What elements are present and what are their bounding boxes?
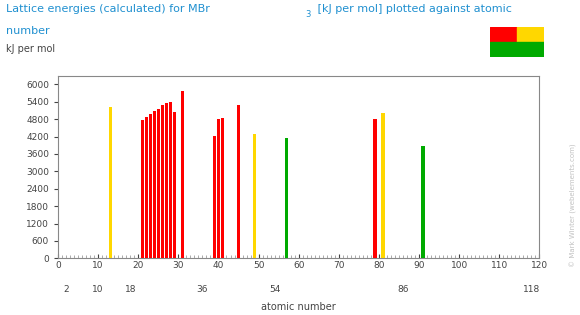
Text: 118: 118: [523, 285, 540, 294]
Bar: [153, 111, 156, 258]
Bar: [169, 102, 172, 258]
Bar: [381, 113, 385, 258]
Text: number: number: [6, 26, 49, 36]
Bar: [517, 27, 544, 42]
Bar: [213, 136, 216, 258]
Bar: [157, 109, 160, 258]
Bar: [422, 146, 425, 258]
Bar: [490, 42, 544, 57]
Text: 3: 3: [305, 10, 310, 19]
Text: kJ per mol: kJ per mol: [6, 43, 55, 54]
Text: Lattice energies (calculated) for MBr: Lattice energies (calculated) for MBr: [6, 4, 210, 14]
Bar: [161, 105, 164, 258]
Bar: [217, 119, 220, 258]
Text: atomic number: atomic number: [262, 302, 336, 312]
Bar: [181, 91, 184, 258]
Bar: [165, 103, 168, 258]
Text: 36: 36: [197, 285, 208, 294]
Bar: [374, 119, 376, 258]
Text: [kJ per mol] plotted against atomic: [kJ per mol] plotted against atomic: [314, 4, 512, 14]
Text: 54: 54: [269, 285, 280, 294]
Bar: [173, 112, 176, 258]
Bar: [285, 138, 288, 258]
Bar: [253, 134, 256, 258]
Bar: [490, 27, 517, 42]
Bar: [140, 120, 144, 258]
Text: 10: 10: [92, 285, 104, 294]
Text: © Mark Winter (webelements.com): © Mark Winter (webelements.com): [570, 143, 577, 266]
Bar: [108, 107, 112, 258]
Text: 18: 18: [125, 285, 136, 294]
Bar: [144, 117, 148, 258]
Text: 86: 86: [397, 285, 409, 294]
Bar: [221, 118, 224, 258]
Text: 2: 2: [63, 285, 69, 294]
Bar: [148, 114, 152, 258]
Bar: [237, 105, 240, 258]
